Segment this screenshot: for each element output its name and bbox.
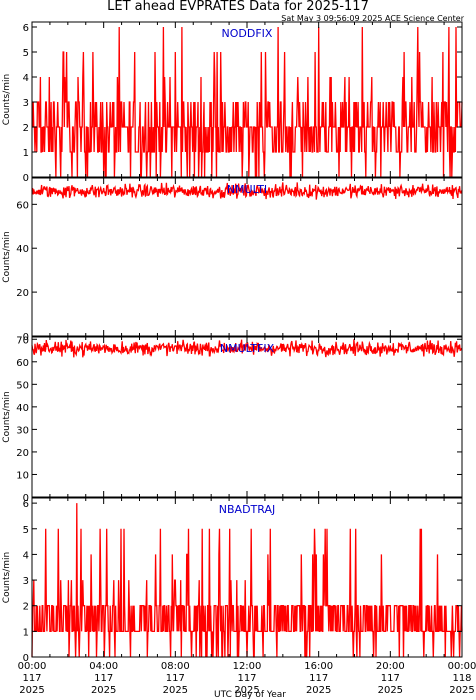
panel-frame [31,336,463,498]
y-tick-label: 5 [23,48,29,59]
y-tick-label: 4 [23,73,29,84]
y-tick-label: 6 [23,499,29,510]
panel-nmulti: 0 20 40 60 Counts/min NMULTI [2,177,463,343]
y-tick-label: 3 [23,576,29,587]
y-axis-label: Counts/min [2,552,12,603]
x-tick-text: 00:00 [448,661,476,672]
y-tick-label: 2 [23,123,29,134]
x-tick-text: 16:00 [304,661,333,672]
x-tick-text: 2025 [449,685,474,696]
y-tick-label: 30 [16,425,29,436]
panel-title: NODDFIX [222,27,273,40]
y-tick-label: 5 [23,525,29,536]
y-axis-label: Counts/min [2,391,12,442]
x-tick-text: 117 [94,673,113,684]
x-tick-text: 12:00 [233,661,262,672]
y-tick-label: 40 [16,244,29,255]
y-tick-label: 0 [23,653,29,664]
y-axis-label: Counts/min [2,231,12,282]
y-tick-label: 60 [16,358,29,369]
x-tick-text: 2025 [163,685,188,696]
panel-title: NMULTI [227,183,267,196]
x-tick-text: 2025 [378,685,403,696]
x-tick-text: 118 [452,673,471,684]
panel-frame [31,177,463,337]
x-tick-text: 2025 [19,685,44,696]
x-tick-text: 117 [309,673,328,684]
x-tick-text: 117 [237,673,256,684]
chart-title: LET ahead EVPRATES Data for 2025-117 [107,0,369,14]
y-tick-label: 3 [23,98,29,109]
x-tick-text: 04:00 [89,661,118,672]
panel-nmultfix: 0 10 20 30 40 50 60 70 Counts/min NMULTFIX [2,335,463,504]
y-tick-label: 20 [16,288,29,299]
x-axis-label: UTC Day of Year [214,690,286,700]
y-tick-label: 60 [16,200,29,211]
y-axis-label: Counts/min [2,74,12,125]
y-tick-label: 10 [16,470,29,481]
y-tick-label: 0 [23,493,29,504]
panel-frame [31,21,463,178]
x-tick-text: 08:00 [161,661,190,672]
x-tick-text: 00:00 [18,661,47,672]
x-tick-text: 117 [166,673,185,684]
series-line-nmulti [31,182,463,200]
series-line-noddfix [31,26,463,178]
x-tick-text: 2025 [306,685,331,696]
y-tick-label: 20 [16,448,29,459]
series-line-nbadtraj [31,503,463,658]
y-tick-label: 70 [16,335,29,346]
x-tick-text: 117 [22,673,41,684]
x-tick-text: 2025 [91,685,116,696]
y-tick-label: 6 [23,23,29,34]
y-tick-label: 2 [23,602,29,613]
panel-noddfix: 0 1 2 3 4 5 6 Counts/min NODDFIX [2,21,463,184]
y-tick-label: 4 [23,550,29,561]
panel-title: NBADTRAJ [219,503,275,516]
x-tick-text: 117 [381,673,400,684]
y-tick-label: 0 [23,332,29,343]
y-tick-label: 50 [16,380,29,391]
panel-title: NMULTFIX [220,342,275,355]
y-tick-label: 1 [23,148,29,159]
x-tick-text: 2025 [234,685,259,696]
chart-timestamp: Sat May 3 09:56:09 2025 ACE Science Cent… [281,14,464,23]
y-tick-label: 40 [16,403,29,414]
panel-nbadtraj: 0 1 2 3 4 5 6 Counts/min NBADTRAJ [2,497,463,664]
y-tick-label: 1 [23,627,29,638]
series-line-nmultfix [31,339,463,358]
y-tick-label: 0 [23,173,29,184]
x-tick-text: 20:00 [376,661,405,672]
